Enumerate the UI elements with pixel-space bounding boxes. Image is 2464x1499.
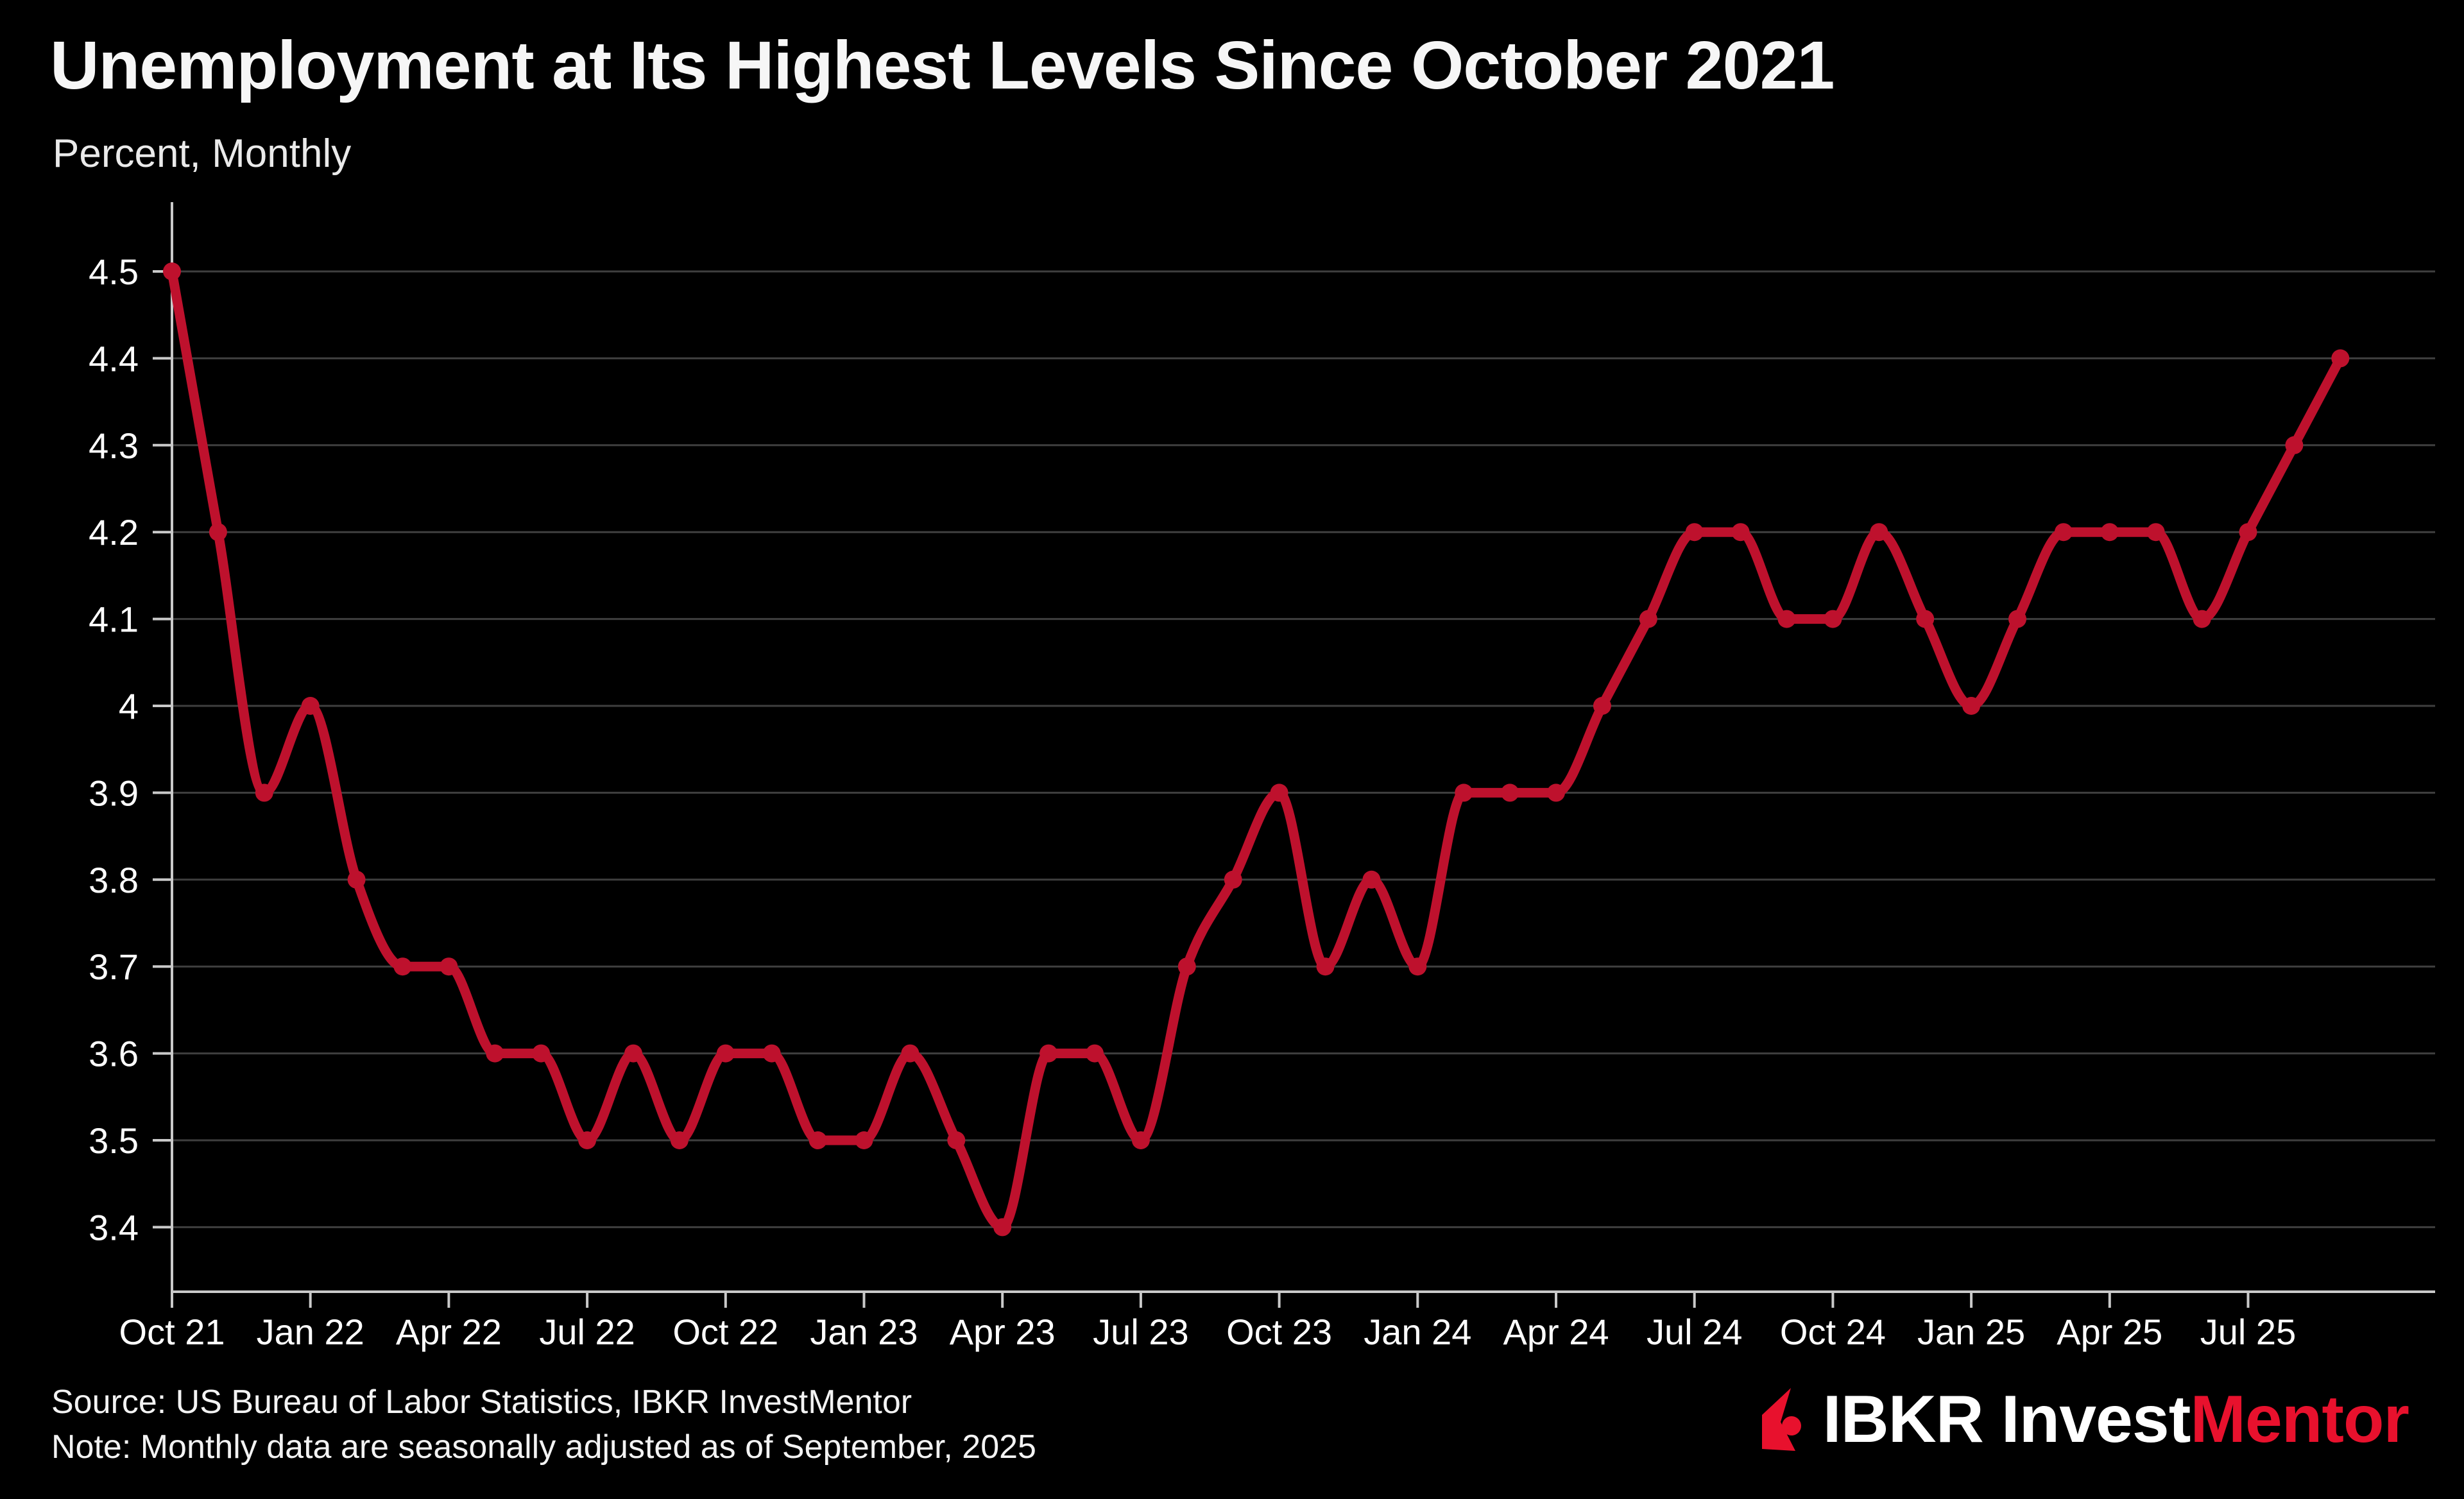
svg-text:Oct 24: Oct 24 bbox=[1780, 1312, 1886, 1352]
svg-text:4.3: 4.3 bbox=[89, 425, 139, 466]
svg-text:Oct 21: Oct 21 bbox=[119, 1312, 225, 1352]
svg-text:3.5: 3.5 bbox=[89, 1120, 139, 1161]
svg-text:Jul 23: Jul 23 bbox=[1093, 1312, 1188, 1352]
chart-subtitle: Percent, Monthly bbox=[53, 132, 352, 176]
x-axis-ticks bbox=[171, 1292, 2250, 1308]
svg-text:Jul 25: Jul 25 bbox=[2200, 1312, 2296, 1352]
svg-text:Oct 22: Oct 22 bbox=[672, 1312, 778, 1352]
svg-text:3.4: 3.4 bbox=[89, 1207, 139, 1247]
ibkr-investmentor-logo: IBKR InvestMentor bbox=[1761, 1386, 2409, 1453]
svg-text:3.7: 3.7 bbox=[89, 947, 139, 987]
y-axis-ticks bbox=[153, 270, 172, 1229]
ibkr-logo-icon bbox=[1761, 1388, 1801, 1451]
unemployment-rate-line bbox=[167, 266, 2345, 1232]
svg-text:Apr 24: Apr 24 bbox=[1503, 1312, 1609, 1352]
svg-text:Oct 23: Oct 23 bbox=[1226, 1312, 1332, 1352]
svg-text:4.4: 4.4 bbox=[89, 338, 139, 379]
y-axis-labels: 4.5 4.4 4.3 4.2 4.1 4 3.9 3.8 3.7 3.6 3.5 3.4 bbox=[89, 252, 139, 1247]
chart-footer: Source: US Bureau of Labor Statistics, I… bbox=[51, 1380, 1036, 1469]
svg-text:Jan 24: Jan 24 bbox=[1364, 1312, 1471, 1352]
svg-text:3.6: 3.6 bbox=[89, 1034, 139, 1074]
svg-text:Apr 22: Apr 22 bbox=[396, 1312, 502, 1352]
logo-text-white: IBKR Invest bbox=[1822, 1382, 2191, 1457]
svg-text:Apr 23: Apr 23 bbox=[950, 1312, 1056, 1352]
svg-text:Jan 23: Jan 23 bbox=[810, 1312, 918, 1352]
note-text: Note: Monthly data are seasonally adjust… bbox=[51, 1428, 1036, 1466]
svg-text:Jan 25: Jan 25 bbox=[1917, 1312, 2025, 1352]
svg-text:4.2: 4.2 bbox=[89, 512, 139, 552]
source-text: Source: US Bureau of Labor Statistics, I… bbox=[51, 1383, 912, 1421]
grid-lines bbox=[172, 270, 2435, 1228]
svg-text:Jul 22: Jul 22 bbox=[539, 1312, 635, 1352]
svg-text:4.1: 4.1 bbox=[89, 599, 139, 640]
chart-title: Unemployment at Its Highest Levels Since… bbox=[50, 28, 1835, 103]
svg-text:4: 4 bbox=[119, 686, 139, 726]
logo-wordmark: IBKR InvestMentor bbox=[1823, 1386, 2409, 1453]
svg-text:4.5: 4.5 bbox=[89, 252, 139, 292]
svg-text:3.8: 3.8 bbox=[89, 860, 139, 900]
data-point-markers bbox=[163, 262, 2350, 1237]
svg-text:Apr 25: Apr 25 bbox=[2057, 1312, 2162, 1352]
x-axis-labels: Oct 21 Jan 22 Apr 22 Jul 22 Oct 22 Jan 23 Apr … bbox=[119, 1312, 2297, 1352]
logo-text-red: Mentor bbox=[2190, 1382, 2409, 1457]
svg-text:3.9: 3.9 bbox=[89, 773, 139, 813]
svg-text:Jul 24: Jul 24 bbox=[1647, 1312, 1742, 1352]
svg-text:Jan 22: Jan 22 bbox=[257, 1312, 364, 1352]
